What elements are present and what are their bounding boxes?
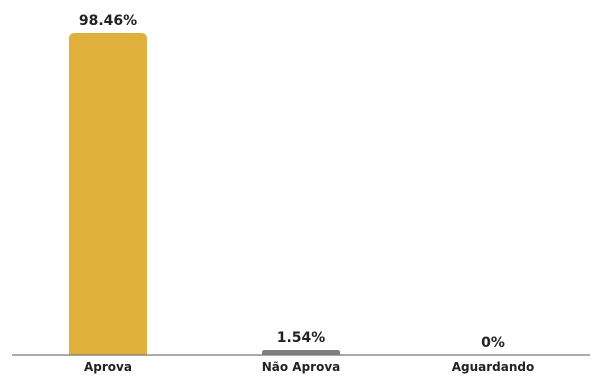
bar-n-o-aprova — [262, 349, 340, 355]
value-label: 1.54% — [277, 330, 326, 346]
labels-group: 98.46% Aprova 1.54% Não Aprova 0% Aguardando — [79, 13, 534, 374]
category-label: Aprova — [84, 360, 132, 374]
bars-group — [69, 33, 340, 356]
value-label: 0% — [481, 335, 505, 351]
category-label: Aguardando — [452, 360, 535, 374]
category-label: Não Aprova — [262, 360, 341, 374]
bar-aprova — [69, 33, 147, 356]
value-label: 98.46% — [79, 13, 137, 29]
